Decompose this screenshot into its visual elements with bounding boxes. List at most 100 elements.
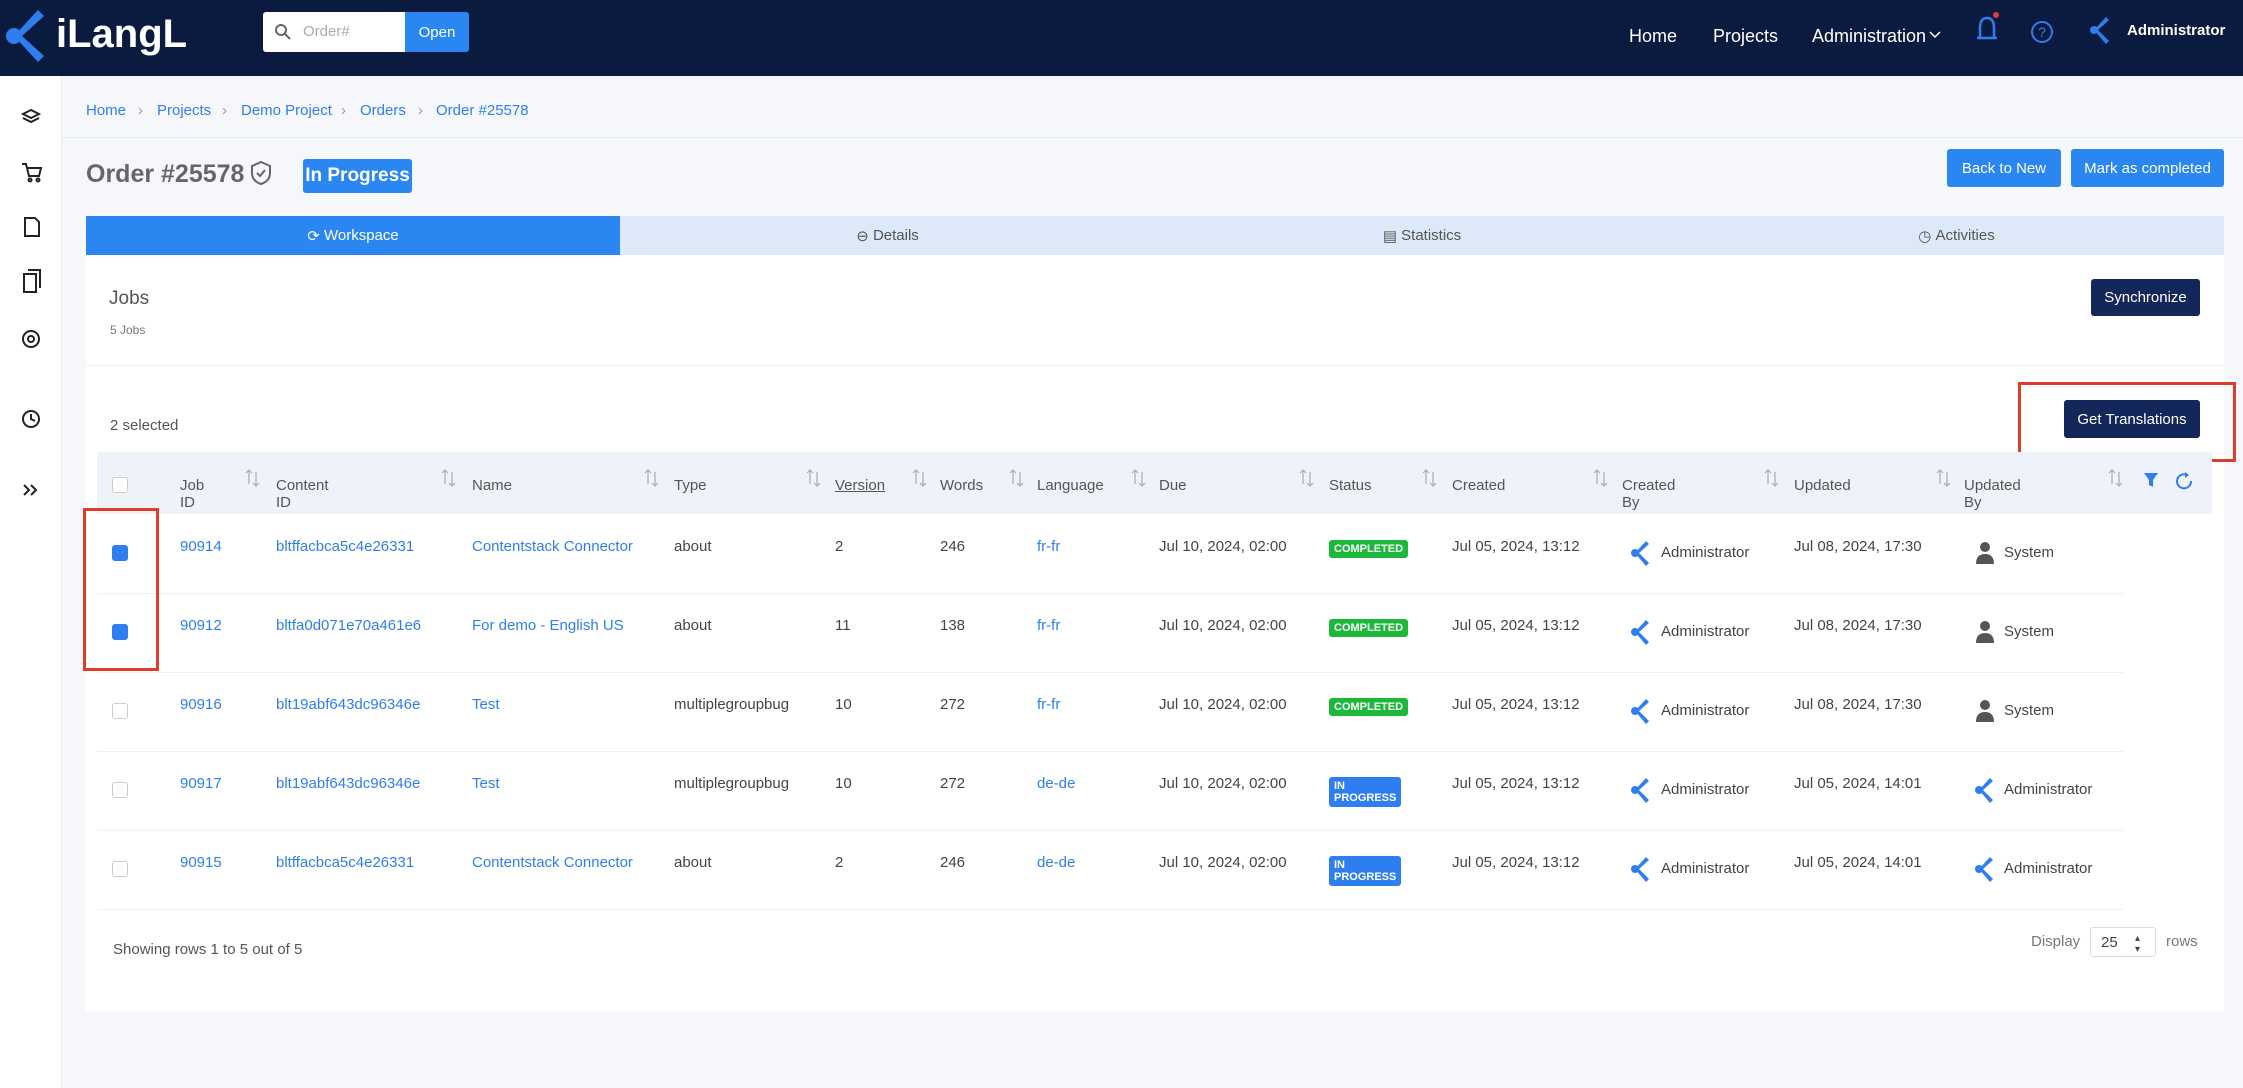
- status-badge: IN PROGRESS: [1329, 856, 1402, 886]
- notifications-icon[interactable]: [1974, 10, 2004, 46]
- creator-avatar: [1631, 857, 1649, 882]
- updater-avatar: [1976, 542, 1994, 564]
- table-cell[interactable]: 90916: [180, 696, 222, 713]
- page-size-select[interactable]: 25 ▴ ▾: [2090, 927, 2156, 957]
- column-header[interactable]: Content ID: [276, 477, 329, 511]
- tab[interactable]: ⊖ Details: [620, 216, 1155, 255]
- breadcrumb[interactable]: Demo Project: [241, 102, 332, 119]
- jobs-panel: [86, 255, 2224, 1011]
- table-cell[interactable]: bltffacbca5c4e26331: [276, 854, 415, 871]
- logo-icon: [6, 10, 44, 62]
- divider: [86, 365, 2224, 366]
- table-cell[interactable]: fr-fr: [1037, 617, 1061, 634]
- column-header[interactable]: Updated By: [1964, 477, 2021, 511]
- help-icon[interactable]: ?: [2030, 20, 2054, 44]
- updater-avatar: [1975, 778, 1993, 803]
- divider: [62, 137, 2243, 138]
- verified-icon: [251, 160, 271, 186]
- updater-avatar: [1976, 621, 1994, 643]
- table-cell: about: [674, 617, 712, 634]
- tab[interactable]: ◷ Activities: [1689, 216, 2224, 255]
- table-cell: 10: [835, 696, 852, 713]
- table-cell[interactable]: 90914: [180, 538, 222, 555]
- table-tools[interactable]: [2142, 470, 2202, 492]
- sort-icon: [1936, 469, 1951, 487]
- table-cell: 246: [940, 854, 966, 871]
- get-translations-button[interactable]: Get Translations: [2064, 400, 2200, 438]
- highlight-box: [2018, 382, 2236, 462]
- table-cell[interactable]: blt19abf643dc96346e: [276, 775, 421, 792]
- table-cell[interactable]: 90915: [180, 854, 222, 871]
- tab-active[interactable]: ⟳ Workspace: [86, 216, 620, 255]
- tab[interactable]: ▤ Statistics: [1155, 216, 1689, 255]
- search-button[interactable]: Open: [405, 12, 469, 52]
- table-cell: Administrator: [1661, 781, 1750, 798]
- sort-icon: [806, 469, 821, 487]
- nav-link[interactable]: Administration: [1812, 26, 1927, 46]
- page-size: 25: [2101, 934, 2118, 951]
- table-cell[interactable]: Contentstack Connector: [472, 538, 633, 555]
- row-checkbox[interactable]: [112, 545, 128, 561]
- creator-avatar: [1631, 778, 1649, 803]
- column-header[interactable]: Updated: [1794, 477, 1851, 494]
- rows-label: rows: [2166, 933, 2198, 950]
- column-header[interactable]: Type: [674, 477, 707, 494]
- table-cell[interactable]: de-de: [1037, 854, 1076, 871]
- column-header[interactable]: Version: [835, 477, 886, 494]
- table-cell[interactable]: For demo - English US: [472, 617, 624, 634]
- search-placeholder: Order#: [303, 23, 350, 40]
- breadcrumb[interactable]: Home: [86, 102, 127, 119]
- table-cell[interactable]: 90917: [180, 775, 222, 792]
- nav-link[interactable]: Projects: [1713, 26, 1779, 46]
- row-checkbox[interactable]: [112, 703, 128, 719]
- table-cell: Administrator: [2004, 860, 2093, 877]
- table-cell: 2: [835, 538, 844, 555]
- table-cell[interactable]: Test: [472, 775, 500, 792]
- column-header[interactable]: Status: [1329, 477, 1372, 494]
- table-cell: 138: [940, 617, 966, 634]
- table-cell: 2: [835, 854, 844, 871]
- column-header[interactable]: Words: [940, 477, 984, 494]
- table-cell[interactable]: de-de: [1037, 775, 1076, 792]
- sort-icon: [912, 469, 927, 487]
- table-cell: multiplegroupbug: [674, 775, 790, 792]
- tab-label: Statistics: [1401, 227, 1462, 244]
- table-cell[interactable]: blt19abf643dc96346e: [276, 696, 421, 713]
- user-avatar[interactable]: [2088, 14, 2114, 46]
- complete-button[interactable]: Mark as completed: [2071, 149, 2224, 187]
- column-header[interactable]: Job ID: [180, 477, 205, 511]
- select-all-checkbox[interactable]: [112, 477, 128, 493]
- logo-text[interactable]: iLangL: [56, 12, 188, 56]
- table-cell[interactable]: Contentstack Connector: [472, 854, 633, 871]
- back-button[interactable]: Back to New: [1947, 149, 2061, 187]
- table-header: [97, 452, 2212, 514]
- table-cell: Jul 08, 2024, 17:30: [1794, 617, 1922, 634]
- user-name[interactable]: Administrator: [2127, 22, 2226, 39]
- row-checkbox[interactable]: [112, 861, 128, 877]
- search-box[interactable]: Order#: [263, 12, 405, 52]
- column-header[interactable]: Created By: [1622, 477, 1676, 511]
- row-checkbox[interactable]: [112, 624, 128, 640]
- highlight-box: [83, 508, 159, 671]
- nav-link[interactable]: Home: [1629, 26, 1678, 46]
- table-cell: Jul 10, 2024, 02:00: [1159, 696, 1287, 713]
- table-cell: 11: [835, 617, 851, 634]
- sidebar-icons[interactable]: [18, 106, 44, 526]
- breadcrumb[interactable]: Orders: [360, 102, 406, 119]
- table-cell[interactable]: fr-fr: [1037, 538, 1061, 555]
- table-cell[interactable]: 90912: [180, 617, 222, 634]
- row-checkbox[interactable]: [112, 782, 128, 798]
- column-header[interactable]: Language: [1037, 477, 1104, 494]
- table-cell[interactable]: bltfa0d071e70a461e6: [276, 617, 422, 634]
- table-cell[interactable]: bltffacbca5c4e26331: [276, 538, 415, 555]
- column-header[interactable]: Name: [472, 477, 513, 494]
- table-cell[interactable]: Test: [472, 696, 500, 713]
- breadcrumb[interactable]: Projects: [157, 102, 212, 119]
- table-cell[interactable]: fr-fr: [1037, 696, 1061, 713]
- column-header[interactable]: Created: [1452, 477, 1506, 494]
- status-badge: COMPLETED: [1329, 540, 1409, 558]
- table-cell: Jul 08, 2024, 17:30: [1794, 538, 1922, 555]
- status-badge: COMPLETED: [1329, 698, 1409, 716]
- column-header[interactable]: Due: [1159, 477, 1187, 494]
- synchronize-button[interactable]: Synchronize: [2091, 279, 2200, 316]
